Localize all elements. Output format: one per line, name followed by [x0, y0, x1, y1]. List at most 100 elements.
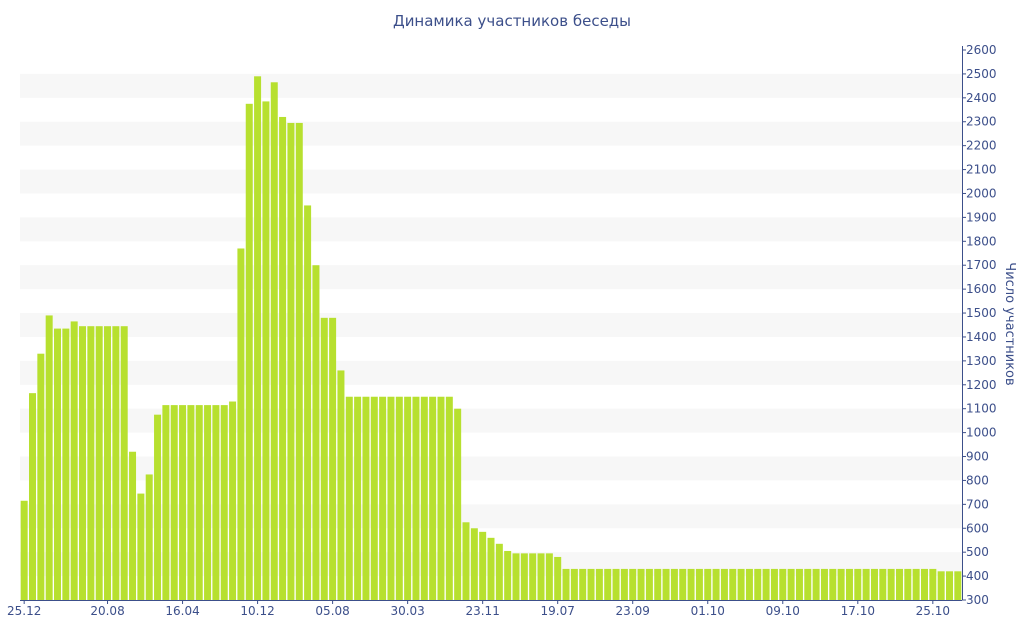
bar: [587, 568, 595, 600]
y-tick-label: 700: [966, 497, 989, 511]
bar: [412, 396, 420, 600]
bar: [920, 568, 928, 600]
bar: [162, 405, 170, 600]
bar: [695, 568, 703, 600]
bar: [129, 451, 137, 600]
bar: [620, 568, 628, 600]
bar: [904, 568, 912, 600]
y-tick-label: 2200: [966, 139, 997, 153]
bar: [95, 326, 103, 600]
x-tick-label: 17.10: [841, 604, 875, 618]
y-tick-label: 2300: [966, 115, 997, 129]
x-tick-label: 01.10: [691, 604, 725, 618]
bar: [45, 315, 53, 600]
x-tick-label: 23.09: [616, 604, 650, 618]
bar: [787, 568, 795, 600]
bar: [854, 568, 862, 600]
bar: [487, 537, 495, 600]
bar: [445, 396, 453, 600]
bar: [512, 553, 520, 600]
x-tick-label: 10.12: [240, 604, 274, 618]
grid-band: [20, 169, 962, 194]
bar: [120, 326, 128, 600]
bar: [929, 568, 937, 600]
y-axis-label: Число участников: [1002, 262, 1017, 385]
bar: [754, 568, 762, 600]
bar: [212, 405, 220, 600]
x-tick-label: 20.08: [90, 604, 124, 618]
bar: [245, 103, 253, 600]
y-tick-label: 1300: [966, 354, 997, 368]
x-tick-label: 09.10: [766, 604, 800, 618]
bar: [712, 568, 720, 600]
grid-band: [20, 265, 962, 290]
bar: [379, 396, 387, 600]
bar: [229, 401, 237, 600]
y-tick-label: 2000: [966, 186, 997, 200]
y-tick-label: 1700: [966, 258, 997, 272]
bar: [879, 568, 887, 600]
x-tick-label: 19.07: [541, 604, 575, 618]
grid-band: [20, 456, 962, 481]
bar: [345, 396, 353, 600]
bar: [437, 396, 445, 600]
bar: [337, 370, 345, 600]
bar: [679, 568, 687, 600]
bar: [362, 396, 370, 600]
bar: [745, 568, 753, 600]
y-tick-label: 1100: [966, 402, 997, 416]
y-tick-label: 1800: [966, 234, 997, 248]
bar: [404, 396, 412, 600]
bar: [579, 568, 587, 600]
bar: [204, 405, 212, 600]
bar: [812, 568, 820, 600]
bar: [820, 568, 828, 600]
bar: [537, 553, 545, 600]
bar: [837, 568, 845, 600]
y-tick-label: 900: [966, 450, 989, 464]
bar: [470, 528, 478, 600]
bar: [612, 568, 620, 600]
bar: [395, 396, 403, 600]
bar: [720, 568, 728, 600]
bar: [629, 568, 637, 600]
grid-band: [20, 360, 962, 385]
bar: [954, 571, 962, 600]
bar: [20, 500, 28, 600]
y-tick-label: 800: [966, 473, 989, 487]
bar: [887, 568, 895, 600]
bar: [829, 568, 837, 600]
bar: [937, 571, 945, 600]
x-tick-label: 23.11: [465, 604, 499, 618]
bar: [654, 568, 662, 600]
bar: [370, 396, 378, 600]
bar: [70, 321, 78, 600]
y-tick-label: 1400: [966, 330, 997, 344]
x-tick-label: 30.03: [390, 604, 424, 618]
grid-band: [20, 217, 962, 242]
y-tick-label: 600: [966, 521, 989, 535]
bar: [545, 553, 553, 600]
bar: [870, 568, 878, 600]
bar: [912, 568, 920, 600]
bar: [562, 568, 570, 600]
bar: [320, 317, 328, 600]
bar: [604, 568, 612, 600]
x-tick-label: 25.12: [7, 604, 41, 618]
bar: [670, 568, 678, 600]
bar: [354, 396, 362, 600]
bar: [420, 396, 428, 600]
bar: [62, 328, 70, 600]
bar: [87, 326, 95, 600]
bar: [779, 568, 787, 600]
bar: [112, 326, 120, 600]
y-tick-label: 1900: [966, 210, 997, 224]
bar: [37, 353, 45, 600]
grid-band: [20, 504, 962, 529]
bar: [637, 568, 645, 600]
bar: [454, 408, 462, 600]
bar: [795, 568, 803, 600]
bar: [187, 405, 195, 600]
bar: [462, 522, 470, 600]
bar: [179, 405, 187, 600]
